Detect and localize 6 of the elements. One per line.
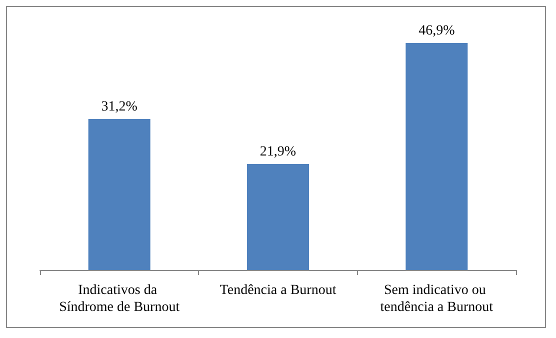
data-label: 21,9% [260,144,296,160]
data-label: 46,9% [418,24,456,39]
data-label: 31,2% [101,99,138,114]
x-tick-label: Tendência a Burnout [220,283,336,298]
x-tick-label: Sem indicativo ou tendência a Burnout [380,283,494,315]
x-tick-label: Indicativos da Síndrome de Burnout [59,283,180,315]
